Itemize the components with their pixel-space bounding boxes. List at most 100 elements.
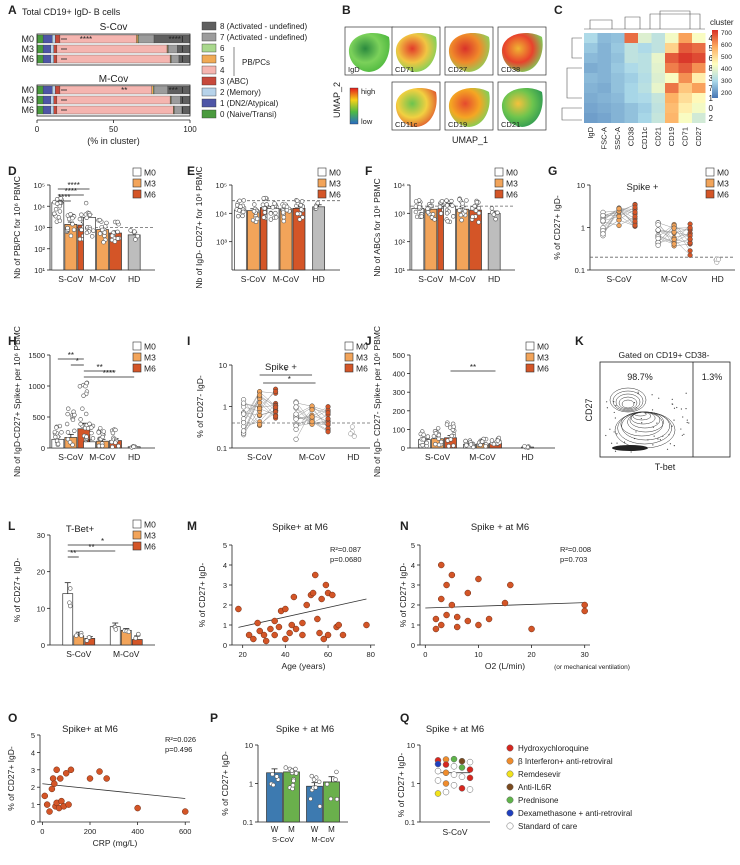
event-dot: [651, 409, 654, 411]
legend-swatch: [317, 189, 327, 199]
data-point: [303, 601, 310, 609]
data-point: [687, 225, 693, 231]
scale-tick: 600: [721, 42, 732, 49]
data-point: [432, 625, 440, 633]
heatmap-cell: [584, 103, 598, 113]
legend-swatch-6: [201, 43, 217, 53]
data-point: [458, 212, 464, 218]
legend-swatch: [132, 363, 142, 373]
x-axis-label: CRP (mg/L): [93, 838, 138, 848]
data-point: [241, 400, 247, 406]
significance-stars: **: [97, 363, 103, 372]
y-tick-label: 1: [31, 801, 35, 810]
significance-stars: *: [284, 367, 287, 376]
data-point-hd: [716, 256, 721, 262]
y-tick-label: 5: [411, 541, 415, 550]
legend-label: M0: [144, 168, 156, 178]
event-dot: [615, 404, 617, 407]
data-point: [273, 215, 279, 220]
row-label: 2: [709, 114, 714, 123]
event-dot: [635, 431, 637, 433]
legend-label: 5: [220, 55, 225, 64]
heatmap-cell: [638, 63, 652, 73]
panel-i: I Spike + 0.1 1 10 % of CD27- IgD- S-CoV M-CoV H…: [187, 334, 370, 462]
heatmap-cell: [638, 93, 652, 103]
data-point: [424, 440, 429, 446]
panel-title: Spike +: [265, 362, 297, 373]
event-dot: [614, 417, 616, 419]
bracket-label: PB/PCs: [242, 58, 270, 67]
umap-cloud: [448, 33, 490, 72]
data-point: [113, 627, 119, 632]
y-tick-label: 10: [37, 604, 45, 613]
data-point: [84, 380, 89, 386]
heatmap-cell: [651, 43, 665, 53]
y-tick-label: 0.1: [217, 444, 227, 453]
umap-cloud: [501, 88, 543, 127]
data-point: [470, 214, 475, 219]
data-point: [334, 769, 339, 775]
heatmap-cell: [665, 63, 679, 73]
data-point: [459, 217, 464, 223]
row-dendrogram: [571, 37, 582, 59]
density-contour: [609, 387, 647, 413]
data-point: [70, 221, 75, 227]
legend-label: β Interferon+ anti-retroviral: [518, 757, 613, 766]
event-dot: [657, 438, 659, 440]
legend-swatch: [705, 167, 715, 177]
legend-swatch: [525, 341, 535, 351]
legend-label: 7 (Activated - undefined): [220, 33, 307, 42]
data-point: [237, 198, 242, 204]
stat-label: R²=0.008: [560, 545, 591, 554]
data-point: [293, 426, 299, 432]
heatmap-cell: [692, 73, 706, 83]
category-label: M: [328, 825, 335, 834]
data-point: [273, 210, 278, 216]
heatmap-cell: [638, 53, 652, 63]
event-dot: [640, 411, 642, 413]
data-point: [67, 440, 73, 445]
data-point: [68, 586, 73, 591]
data-point: [495, 210, 500, 215]
row-label: M0: [21, 85, 34, 95]
event-dot: [616, 442, 618, 444]
data-point: [110, 444, 115, 450]
cluster-segment-4: [56, 44, 168, 54]
legend-label: 0 (Naive/Transi): [220, 110, 277, 119]
y-tick-label: 500: [392, 351, 405, 360]
data-point: [272, 201, 277, 206]
panel-m: M Spike+ at M6 0 1 2 3 4 5 20 40 60 80 Age (years) % …: [187, 519, 375, 671]
y-axis-label: % of CD27+ IgD-: [197, 563, 207, 628]
umap-cloud: [501, 33, 543, 72]
data-point: [41, 792, 49, 800]
heatmap-cell: [678, 63, 692, 73]
data-point: [281, 215, 286, 220]
y-tick-label: 10³: [34, 224, 45, 233]
data-point: [464, 589, 472, 597]
data-point: [495, 438, 500, 443]
data-point: [464, 443, 469, 448]
data-point: [181, 808, 189, 815]
legend-swatch: [132, 352, 142, 362]
legend-label: M6: [537, 364, 549, 374]
y-tick-label: 1500: [28, 351, 45, 360]
data-point: [442, 769, 450, 777]
y-tick-label: 30: [37, 531, 45, 540]
data-point: [257, 405, 263, 412]
data-point: [250, 635, 257, 643]
data-point: [55, 201, 60, 206]
data-point: [84, 434, 89, 439]
data-point: [320, 635, 328, 643]
cluster-segment-3: [53, 105, 58, 115]
y-tick-label: 10⁵: [34, 181, 45, 190]
heatmap-cell: [678, 33, 692, 43]
cluster-segment-4: [56, 95, 171, 105]
data-point: [113, 440, 118, 445]
bar-hd: [487, 212, 501, 271]
umap-cloud: [395, 88, 437, 127]
legend-label: M3: [537, 353, 549, 363]
data-point: [460, 201, 465, 206]
panel-label-i: I: [187, 334, 190, 348]
panel-label-b: B: [342, 3, 351, 17]
